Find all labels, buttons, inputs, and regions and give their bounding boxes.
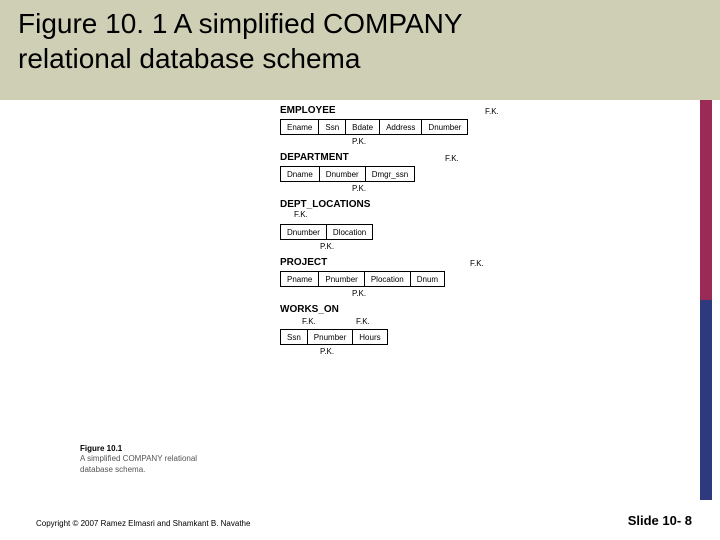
table-cell: Dnumber xyxy=(281,225,327,239)
pk-label: P.K. xyxy=(352,184,580,193)
table-department: DEPARTMENT F.K. DnameDnumberDmgr_ssn P.K. xyxy=(280,152,580,193)
table-cell: Dnumber xyxy=(422,120,467,134)
table-cell: Dname xyxy=(281,167,320,181)
figure-caption-text: A simplified COMPANY relational database… xyxy=(80,454,197,473)
table-cell: Dmgr_ssn xyxy=(366,167,414,181)
table-row: PnamePnumberPlocationDnum xyxy=(280,271,445,287)
pk-label: P.K. xyxy=(352,289,580,298)
slide-title: Figure 10. 1 A simplified COMPANY relati… xyxy=(18,6,578,76)
figure-caption: Figure 10.1 A simplified COMPANY relatio… xyxy=(80,444,220,475)
table-cell: Dnum xyxy=(411,272,444,286)
table-cell: Dlocation xyxy=(327,225,372,239)
table-name: PROJECT xyxy=(280,257,327,268)
table-cell: Dnumber xyxy=(320,167,366,181)
pk-label: P.K. xyxy=(320,242,580,251)
table-cell: Pnumber xyxy=(319,272,364,286)
table-cell: Plocation xyxy=(365,272,411,286)
table-cell: Bdate xyxy=(346,120,380,134)
table-row: DnumberDlocation xyxy=(280,224,373,240)
table-cell: Pname xyxy=(281,272,319,286)
fk-label: F.K. xyxy=(294,210,580,219)
table-cell: Ssn xyxy=(281,330,308,344)
table-project: PROJECT F.K. PnamePnumberPlocationDnum P.K. xyxy=(280,257,580,298)
table-works_on: WORKS_ON F.K. F.K. SsnPnumberHours P.K. xyxy=(280,304,580,356)
pk-label: P.K. xyxy=(320,347,580,356)
table-cell: Ename xyxy=(281,120,319,134)
table-employee: EMPLOYEE F.K. EnameSsnBdateAddressDnumber P… xyxy=(280,105,580,146)
fk-label: F.K. xyxy=(356,317,370,326)
slide-container: Figure 10. 1 A simplified COMPANY relati… xyxy=(0,0,720,540)
table-name: EMPLOYEE xyxy=(280,105,336,116)
table-cell: Address xyxy=(380,120,422,134)
pk-label: P.K. xyxy=(352,137,580,146)
table-cell: Pnumber xyxy=(308,330,353,344)
table-name: DEPARTMENT xyxy=(280,152,349,163)
fk-label: F.K. xyxy=(445,154,459,163)
schema-diagram: EMPLOYEEF.K.EnameSsnBdateAddressDnumberP… xyxy=(280,105,580,362)
table-row: EnameSsnBdateAddressDnumber xyxy=(280,119,468,135)
content-area: EMPLOYEEF.K.EnameSsnBdateAddressDnumberP… xyxy=(0,105,720,505)
footer-slide-number: Slide 10- 8 xyxy=(628,513,692,528)
table-row: SsnPnumberHours xyxy=(280,329,388,345)
fk-label: F.K. xyxy=(302,317,316,326)
table-cell: Hours xyxy=(353,330,386,344)
table-dept_locations: DEPT_LOCATIONSF.K. DnumberDlocation P.K. xyxy=(280,199,580,251)
table-name: WORKS_ON xyxy=(280,304,580,315)
table-name: DEPT_LOCATIONS xyxy=(280,199,580,210)
fk-label: F.K. xyxy=(470,259,484,268)
footer-copyright: Copyright © 2007 Ramez Elmasri and Shamk… xyxy=(36,519,250,528)
table-row: DnameDnumberDmgr_ssn xyxy=(280,166,415,182)
fk-label: F.K. xyxy=(485,107,499,116)
figure-number: Figure 10.1 xyxy=(80,444,220,454)
table-cell: Ssn xyxy=(319,120,346,134)
header-band: Figure 10. 1 A simplified COMPANY relati… xyxy=(0,0,720,100)
